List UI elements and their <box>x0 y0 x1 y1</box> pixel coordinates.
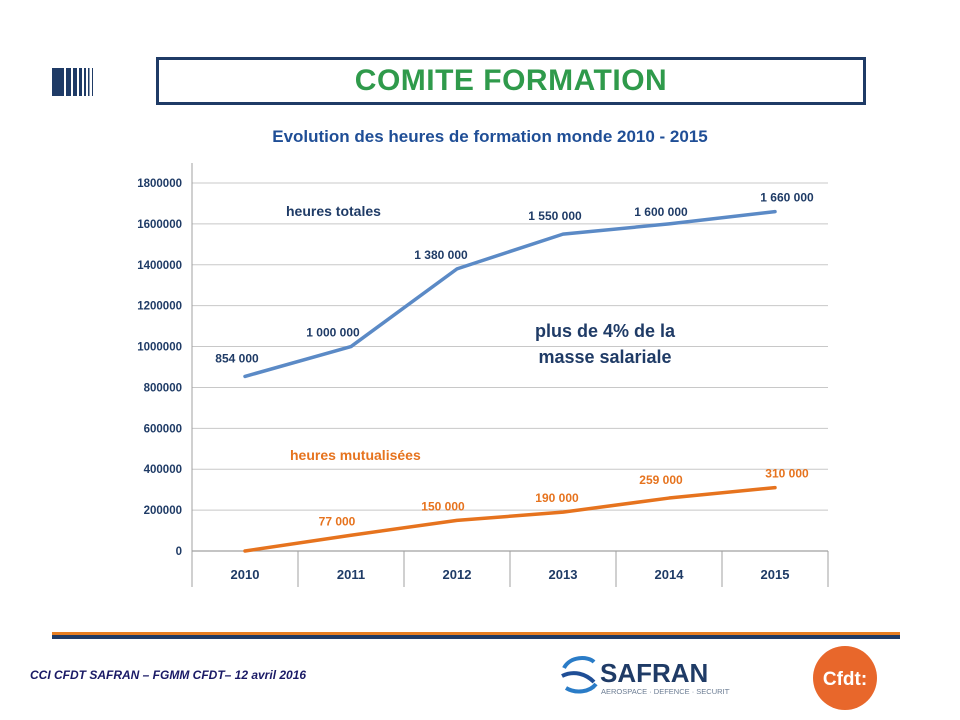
safran-name: SAFRAN <box>600 658 708 688</box>
annotation-text: plus de 4% de la <box>535 321 676 341</box>
y-tick-label: 1200000 <box>137 301 182 313</box>
data-label: 854 000 <box>215 351 259 365</box>
x-tick-label: 2011 <box>337 567 365 582</box>
y-tick-label: 600000 <box>144 423 182 435</box>
data-label: 77 000 <box>319 514 356 528</box>
footer-rule-orange <box>52 632 900 635</box>
y-tick-label: 1600000 <box>137 219 182 231</box>
series-line-mutualisees <box>243 485 777 553</box>
x-tick-label: 2014 <box>655 567 685 582</box>
data-label: 310 000 <box>765 467 809 481</box>
line-chart: 0 200000 400000 600000 800000 1000000 1200000 1… <box>137 163 829 587</box>
y-tick-label: 200000 <box>144 505 182 517</box>
cfdt-badge-icon <box>813 646 877 710</box>
safran-tagline: AEROSPACE · DEFENCE · SECURITY <box>601 687 730 696</box>
cfdt-name: Cfdt: <box>823 669 867 690</box>
cfdt-logo: Cfdt: <box>813 646 877 710</box>
title-box: COMITE FORMATION <box>156 57 866 105</box>
x-tick-label: 2010 <box>231 567 260 582</box>
data-label: 150 000 <box>421 499 465 513</box>
data-label: 1 600 000 <box>634 205 688 219</box>
safran-swoosh-icon <box>561 656 598 694</box>
series-line-totales <box>243 209 777 379</box>
y-tick-label: 1800000 <box>137 178 182 190</box>
y-tick-label: 1400000 <box>137 260 182 272</box>
data-label: 190 000 <box>535 491 579 505</box>
bars-logo-icon <box>52 68 93 96</box>
data-label: 1 550 000 <box>528 209 582 223</box>
y-tick-label: 1000000 <box>137 342 182 354</box>
chart-title: Evolution des heures de formation monde … <box>272 127 708 146</box>
safran-logo: SAFRAN AEROSPACE · DEFENCE · SECURITY <box>561 656 730 696</box>
footer-text: CCI CFDT SAFRAN – FGMM CFDT– 12 avril 20… <box>30 668 307 682</box>
data-label: 1 380 000 <box>414 248 468 262</box>
y-tick-label: 400000 <box>144 464 182 476</box>
x-tick-label: 2013 <box>549 567 578 582</box>
x-tick-label: 2012 <box>443 567 472 582</box>
data-label: 1 660 000 <box>760 191 814 205</box>
y-tick-label: 0 <box>176 546 182 558</box>
x-tick-label: 2015 <box>761 567 790 582</box>
data-label: 259 000 <box>639 473 683 487</box>
y-tick-label: 800000 <box>144 382 182 394</box>
annotation-text: masse salariale <box>538 347 671 367</box>
series-name-label: heures mutualisées <box>290 447 421 463</box>
footer-rule-blue <box>52 635 900 639</box>
series-name-label: heures totales <box>286 203 381 219</box>
page-title: COMITE FORMATION <box>354 64 668 97</box>
data-label: 1 000 000 <box>306 326 360 340</box>
